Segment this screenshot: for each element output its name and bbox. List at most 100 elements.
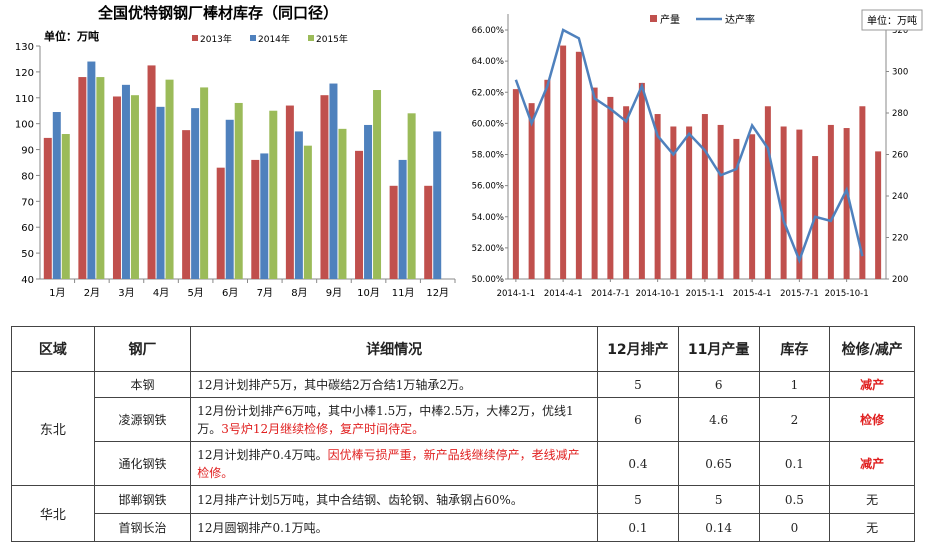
detail-cell: 12月份计划排产6万吨，其中小棒1.5万，中棒2.5万，大棒2万，优线1万。3号…	[190, 397, 599, 442]
bar	[654, 114, 661, 279]
detail-cell: 12月计划排产5万，其中碳结2万合结1万轴承2万。	[190, 371, 599, 398]
header-detail: 详细情况	[190, 326, 599, 372]
bar	[225, 119, 234, 280]
bar	[623, 106, 630, 279]
y-left-tick-label: 66.00%	[472, 26, 504, 36]
bar	[717, 124, 724, 280]
x-tick-label: 10月	[357, 287, 380, 299]
bar	[191, 108, 200, 279]
legend-swatch	[308, 35, 314, 41]
header-nov-output: 11月产量	[677, 326, 760, 372]
bar	[364, 124, 373, 279]
bar	[147, 65, 156, 280]
x-tick-label: 2015-7-1	[780, 289, 819, 299]
y-tick-label: 130	[15, 42, 34, 53]
bar	[827, 124, 834, 280]
status-cell: 检修	[829, 397, 915, 442]
bar	[96, 77, 105, 279]
bar	[591, 87, 598, 279]
bar	[701, 114, 708, 279]
x-tick-label: 2015-4-1	[733, 289, 772, 299]
x-tick-label: 7月	[257, 287, 273, 299]
x-tick-label: 8月	[291, 287, 307, 299]
y-right-tick-label: 200	[892, 275, 908, 285]
unit-label: 单位：万吨	[867, 14, 917, 27]
y-left-tick-label: 58.00%	[472, 151, 504, 161]
y-left-tick-label: 50.00%	[472, 275, 504, 285]
status-cell: 减产	[829, 441, 915, 486]
header-mill: 钢厂	[93, 326, 192, 372]
y-left-tick-label: 56.00%	[472, 182, 504, 192]
y-tick-label: 70	[21, 197, 34, 208]
mill-cell: 本钢	[93, 371, 192, 398]
bar	[859, 106, 866, 279]
bar	[544, 79, 551, 279]
y-right-tick-label: 240	[892, 192, 908, 202]
table-row: 华北 邯郸钢铁 12月排产计划5万吨，其中合结钢、齿轮钢、轴承钢占60%。 5 …	[11, 485, 915, 542]
bar	[251, 159, 260, 279]
y-tick-label: 40	[21, 275, 34, 286]
legend-label: 2014年	[258, 33, 290, 45]
chart-legend: 2013年 2014年 2015年	[192, 33, 348, 45]
legend-swatch-bar	[650, 15, 657, 22]
table-row: 首钢长治 12月圆钢排产0.1万吨。 0.1 0.14 0 无	[12, 513, 915, 542]
bars	[43, 61, 442, 280]
y-left-tick-label: 62.00%	[472, 88, 504, 98]
x-tick-label: 2014-4-1	[544, 289, 583, 299]
bar	[512, 89, 519, 279]
y-left-tick-label: 64.00%	[472, 57, 504, 67]
region-cell: 华北	[11, 485, 95, 542]
chart-legend: 产量 达产率	[650, 13, 755, 26]
bar	[165, 79, 174, 280]
bar	[355, 150, 364, 279]
table-row: 东北 本钢 12月计划排产5万，其中碳结2万合结1万轴承2万。 5 6 1 减产	[11, 371, 915, 486]
bar	[200, 87, 209, 279]
x-tick-label: 12月	[426, 287, 449, 299]
bar	[686, 126, 693, 279]
region-cell: 东北	[11, 371, 95, 486]
bar	[182, 130, 191, 279]
bar	[796, 129, 803, 279]
stock-cell: 2	[758, 397, 831, 442]
stock-cell: 0	[758, 513, 831, 542]
x-tick-label: 6月	[222, 287, 238, 299]
bar	[61, 134, 70, 279]
bar	[843, 128, 850, 279]
unit-box	[861, 9, 923, 31]
bar	[43, 137, 52, 279]
bar	[373, 90, 382, 279]
inventory-bar-chart: 全国优特钢钢厂棒材库存（同口径） 单位：万吨 2013年 2014年 2015年 4…	[15, 4, 456, 299]
legend-label-line: 达产率	[725, 13, 755, 26]
stock-cell: 0.5	[758, 485, 831, 514]
detail-cell: 12月计划排产0.4万吨。因优棒亏损严重，新产品线继续停产，老线减产检修。	[190, 441, 599, 486]
y-right-tick-label: 280	[892, 109, 908, 119]
bar	[749, 134, 756, 279]
stock-cell: 1	[758, 371, 831, 398]
bar	[433, 131, 442, 279]
rate-polyline	[514, 28, 864, 264]
output-rate-chart: 50.00% 52.00% 54.00% 56.00% 58.00% 60.00% 62.0…	[472, 9, 923, 299]
bar	[112, 96, 121, 279]
bar	[560, 45, 567, 279]
mill-cell: 凌源钢铁	[93, 397, 192, 442]
bar	[294, 131, 303, 279]
unit-label: 单位：万吨	[44, 29, 99, 43]
bar	[156, 106, 165, 279]
x-tick-label: 2015-10-1	[825, 289, 869, 299]
dec-plan-cell: 5	[597, 371, 679, 398]
header-stock: 库存	[758, 326, 831, 372]
y-right-tick-label: 220	[892, 234, 908, 244]
header-maintenance: 检修/减产	[829, 326, 915, 372]
bar	[216, 167, 225, 279]
bar	[780, 126, 787, 279]
dec-plan-cell: 0.4	[597, 441, 679, 486]
y-right-tick-label: 260	[892, 151, 908, 161]
bar	[638, 82, 645, 279]
bar	[528, 103, 535, 279]
x-tick-label: 2014-7-1	[591, 289, 630, 299]
status-cell: 无	[829, 513, 915, 542]
dec-plan-cell: 0.1	[597, 513, 679, 542]
x-tick-label: 4月	[153, 287, 169, 299]
nov-output-cell: 4.6	[677, 397, 760, 442]
y-tick-label: 80	[21, 171, 34, 182]
